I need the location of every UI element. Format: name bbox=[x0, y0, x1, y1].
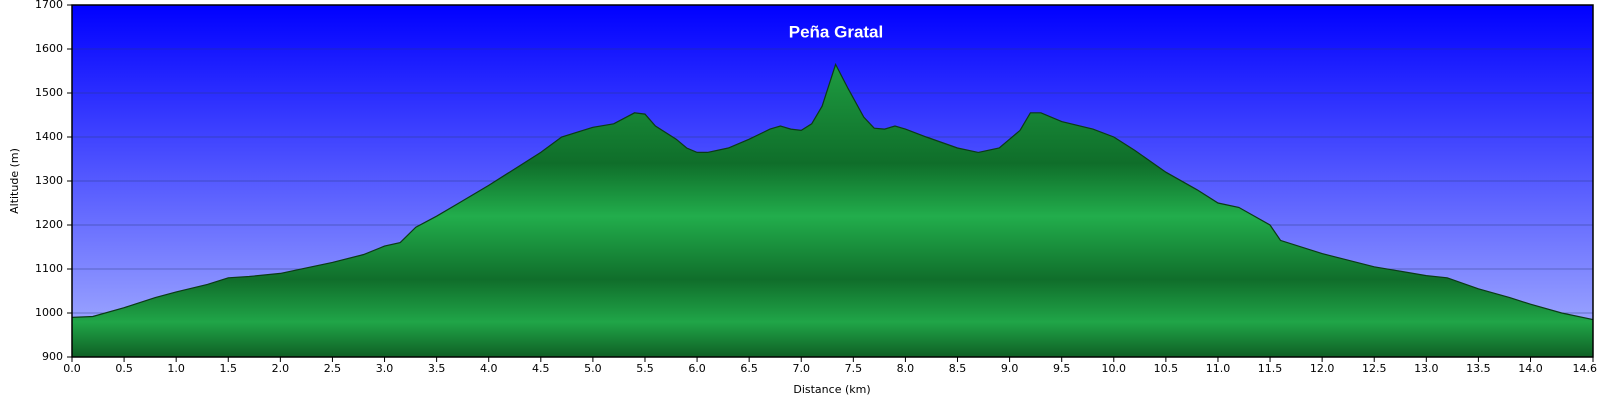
x-tick-label: 9.5 bbox=[1053, 362, 1071, 375]
y-tick-label: 1300 bbox=[35, 174, 63, 187]
chart-title: Peña Gratal bbox=[789, 22, 884, 41]
x-tick-label: 1.5 bbox=[220, 362, 238, 375]
x-tick-label: 10.5 bbox=[1154, 362, 1179, 375]
y-tick-label: 1100 bbox=[35, 262, 63, 275]
y-tick-label: 900 bbox=[42, 350, 63, 363]
x-tick-label: 6.0 bbox=[688, 362, 706, 375]
x-tick-label: 1.0 bbox=[167, 362, 185, 375]
x-tick-label: 4.0 bbox=[480, 362, 498, 375]
y-tick-label: 1700 bbox=[35, 0, 63, 11]
y-tick-label: 1600 bbox=[35, 42, 63, 55]
y-axis-label: Altitude (m) bbox=[8, 148, 21, 214]
x-tick-label: 13.5 bbox=[1466, 362, 1491, 375]
x-tick-label: 8.5 bbox=[949, 362, 967, 375]
x-tick-label: 5.0 bbox=[584, 362, 602, 375]
x-tick-label: 0.0 bbox=[63, 362, 81, 375]
x-tick-label: 14.6 bbox=[1573, 362, 1598, 375]
x-tick-label: 3.5 bbox=[428, 362, 446, 375]
x-tick-label: 8.0 bbox=[897, 362, 915, 375]
x-tick-label: 7.0 bbox=[792, 362, 810, 375]
x-tick-label: 2.0 bbox=[272, 362, 290, 375]
x-tick-label: 12.0 bbox=[1310, 362, 1335, 375]
x-tick-label: 10.0 bbox=[1102, 362, 1127, 375]
x-tick-label: 12.5 bbox=[1362, 362, 1387, 375]
x-tick-label: 14.0 bbox=[1518, 362, 1543, 375]
x-tick-label: 11.5 bbox=[1258, 362, 1283, 375]
x-tick-label: 11.0 bbox=[1206, 362, 1231, 375]
x-tick-label: 5.5 bbox=[636, 362, 654, 375]
x-tick-label: 9.0 bbox=[1001, 362, 1019, 375]
x-axis-label: Distance (km) bbox=[793, 383, 870, 396]
y-tick-label: 1000 bbox=[35, 306, 63, 319]
y-tick-label: 1200 bbox=[35, 218, 63, 231]
x-tick-label: 3.0 bbox=[376, 362, 394, 375]
y-tick-label: 1500 bbox=[35, 86, 63, 99]
x-tick-label: 0.5 bbox=[115, 362, 133, 375]
y-tick-label: 1400 bbox=[35, 130, 63, 143]
elevation-line bbox=[71, 62, 1594, 321]
x-tick-label: 4.5 bbox=[532, 362, 550, 375]
x-tick-label: 7.5 bbox=[845, 362, 863, 375]
elevation-area bbox=[72, 64, 1593, 358]
x-tick-label: 13.0 bbox=[1414, 362, 1439, 375]
x-tick-label: 2.5 bbox=[324, 362, 342, 375]
x-tick-label: 6.5 bbox=[740, 362, 758, 375]
